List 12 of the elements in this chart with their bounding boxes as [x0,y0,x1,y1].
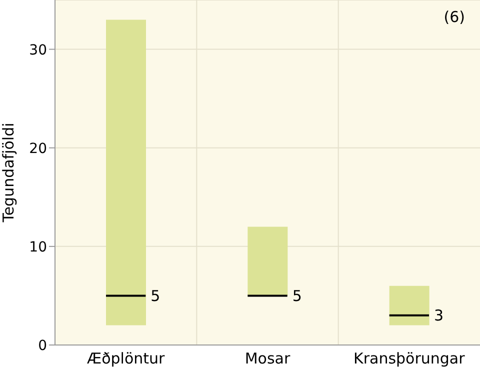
annotation: 5 [150,286,160,305]
y-tick-label: 20 [29,140,47,157]
x-tick-label: Æðplöntur [86,350,166,368]
y-axis-title: Tegundafjöldi [0,122,18,224]
annotation: 3 [434,306,444,325]
y-tick-label: 10 [29,239,47,256]
x-tick-label: Mosar [244,350,291,368]
x-tick-label: Kransþörungar [354,350,466,368]
annotation: 5 [292,286,302,305]
annotation: (6) [444,8,465,26]
y-tick-label: 0 [38,338,47,354]
y-tick-label: 30 [29,42,47,58]
